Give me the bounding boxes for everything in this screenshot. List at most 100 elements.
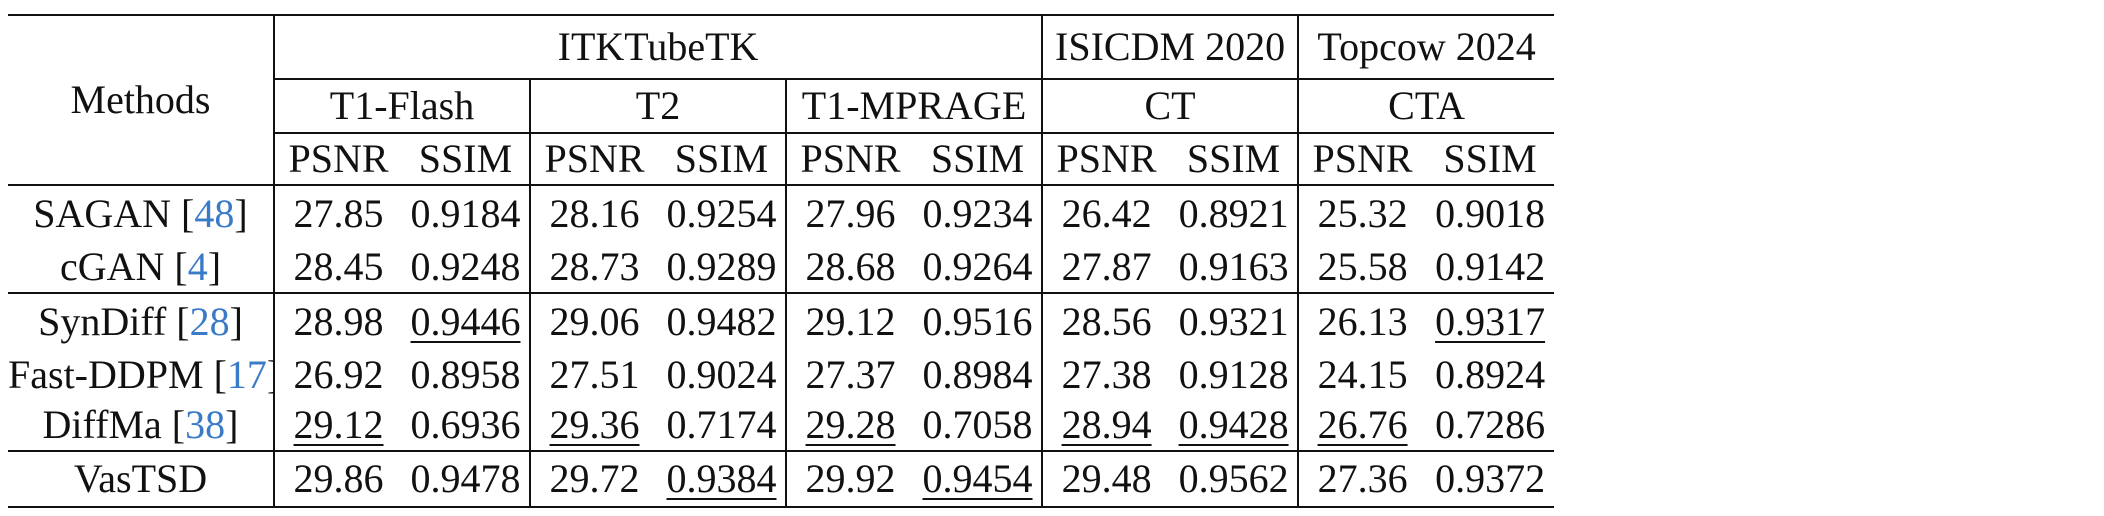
- metric-header: PSNR: [1042, 133, 1171, 186]
- value-cell: 0.9248: [402, 242, 531, 293]
- value-cell: 0.9321: [1170, 292, 1300, 350]
- value-cell: 0.9482: [658, 292, 787, 350]
- value-cell: 0.9264: [914, 242, 1044, 293]
- value-cell: 24.15: [1317, 352, 1408, 397]
- value-cell: 0.8958: [402, 350, 531, 400]
- method-name: SynDiff [28]: [8, 292, 275, 350]
- value-cell: 0.8984: [914, 350, 1044, 400]
- value-cell: 0.9234: [914, 185, 1044, 242]
- value-cell: 0.9163: [1170, 242, 1300, 293]
- modality-t1-mprage-header: T1-MPRAGE: [786, 79, 1044, 134]
- value-cell: 0.7174: [658, 400, 787, 451]
- value-cell: 29.06: [530, 292, 658, 350]
- citation-link[interactable]: 17: [226, 352, 267, 397]
- metric-header: SSIM: [402, 133, 531, 186]
- metric-header: SSIM: [914, 133, 1044, 186]
- methods-header: Methods: [8, 14, 275, 186]
- value-cell: 0.9317: [1426, 292, 1555, 350]
- value-cell: 27.87: [1061, 244, 1152, 289]
- value-cell: 0.9446: [402, 292, 531, 350]
- dataset-topcow-header: Topcow 2024: [1298, 14, 1555, 80]
- value-cell: 0.8921: [1170, 185, 1300, 242]
- value-cell: 28.98: [274, 292, 402, 350]
- method-name: Fast-DDPM [17]: [8, 350, 275, 400]
- value-cell: 27.36: [1298, 450, 1427, 508]
- results-table: Methods ITKTubeTK ISICDM 2020 Topcow 202…: [8, 14, 2088, 508]
- value-cell: 27.96: [805, 191, 896, 236]
- value-cell: 29.72: [530, 450, 658, 508]
- value-cell: 25.32: [1317, 191, 1408, 236]
- modality-t2-header: T2: [530, 79, 787, 134]
- value-cell: 25.58: [1317, 244, 1408, 289]
- value-cell: 0.9024: [658, 350, 787, 400]
- metric-header: PSNR: [530, 133, 658, 186]
- value-cell: 29.48: [1042, 450, 1171, 508]
- table-row-sagan: SAGAN [48] 27.85 0.9184 28.16 0.9254 27.…: [8, 185, 2088, 242]
- value-cell: 28.45: [293, 244, 384, 289]
- value-cell: 28.56: [1042, 292, 1171, 350]
- modality-ct-header: CT: [1042, 79, 1300, 134]
- value-cell: 0.9372: [1426, 450, 1555, 508]
- value-cell: 29.36: [549, 402, 640, 447]
- metric-header: PSNR: [274, 133, 402, 186]
- value-cell: 0.9516: [914, 292, 1044, 350]
- metric-header: SSIM: [658, 133, 787, 186]
- metric-header: PSNR: [786, 133, 914, 186]
- metric-header: PSNR: [1298, 133, 1427, 186]
- value-cell: 0.9562: [1170, 450, 1300, 508]
- value-cell: 0.7286: [1435, 402, 1546, 447]
- table-row-syndiff: SynDiff [28] 28.98 0.9446 29.06 0.9482 2…: [8, 292, 2088, 350]
- value-cell: 26.42: [1061, 191, 1152, 236]
- value-cell: 28.16: [549, 191, 640, 236]
- value-cell: 0.9254: [658, 185, 787, 242]
- table-row-vastsd: VasTSD 29.86 0.9478 29.72 0.9384 29.92 0…: [8, 450, 2088, 508]
- table-row-fast-ddpm: Fast-DDPM [17] 26.92 0.8958 27.51 0.9024…: [8, 350, 2088, 400]
- citation-link[interactable]: 38: [185, 402, 226, 447]
- value-cell: 28.73: [549, 244, 640, 289]
- modality-cta-header: CTA: [1298, 79, 1555, 134]
- value-cell: 0.9289: [658, 242, 787, 293]
- dataset-header-row: Methods ITKTubeTK ISICDM 2020 Topcow 202…: [8, 14, 2088, 186]
- value-cell: 26.13: [1298, 292, 1427, 350]
- dataset-itktubetk-header: ITKTubeTK: [274, 14, 1044, 80]
- value-cell: 0.8924: [1435, 352, 1546, 397]
- citation-link[interactable]: 4: [187, 244, 208, 289]
- value-cell: 0.9128: [1170, 350, 1300, 400]
- value-cell: 29.28: [805, 402, 896, 447]
- value-cell: 27.38: [1061, 352, 1152, 397]
- value-cell: 26.92: [293, 352, 384, 397]
- dataset-isicdm-header: ISICDM 2020: [1042, 14, 1300, 80]
- metric-header: SSIM: [1170, 133, 1300, 186]
- citation-link[interactable]: 28: [189, 299, 230, 344]
- table-row-cgan: cGAN [4] 28.45 0.9248 28.73 0.9289 28.68…: [8, 242, 2088, 293]
- value-cell: 29.12: [293, 402, 384, 447]
- metric-header: SSIM: [1426, 133, 1555, 186]
- value-cell: 0.7058: [914, 400, 1044, 451]
- value-cell: 0.9142: [1435, 244, 1546, 289]
- method-name: DiffMa [38]: [8, 400, 275, 451]
- value-cell: 0.9478: [402, 450, 531, 508]
- citation-link[interactable]: 48: [194, 191, 235, 236]
- value-cell: 0.9454: [914, 450, 1044, 508]
- value-cell: 26.76: [1317, 402, 1408, 447]
- method-name: VasTSD: [8, 450, 275, 508]
- value-cell: 27.85: [293, 191, 384, 236]
- table-row-diffma: DiffMa [38] 29.12 0.6936 29.36 0.7174 29…: [8, 400, 2088, 451]
- value-cell: 28.94: [1061, 402, 1152, 447]
- value-cell: 27.51: [549, 352, 640, 397]
- value-cell: 27.37: [805, 352, 896, 397]
- value-cell: 0.9184: [402, 185, 531, 242]
- method-name: cGAN [4]: [8, 242, 275, 293]
- value-cell: 29.86: [274, 450, 402, 508]
- value-cell: 28.68: [805, 244, 896, 289]
- modality-t1-flash-header: T1-Flash: [274, 79, 531, 134]
- value-cell: 29.12: [786, 292, 914, 350]
- value-cell: 29.92: [786, 450, 914, 508]
- value-cell: 0.9018: [1435, 191, 1546, 236]
- method-name: SAGAN [48]: [8, 185, 275, 242]
- metric-header-row: PSNR SSIM PSNR SSIM PSNR SSIM PSNR SSIM …: [8, 133, 2088, 186]
- modality-header-row: T1-Flash T2 T1-MPRAGE CT CTA: [8, 79, 2088, 134]
- value-cell: 0.9428: [1170, 400, 1300, 451]
- value-cell: 0.6936: [402, 400, 531, 451]
- value-cell: 0.9384: [658, 450, 787, 508]
